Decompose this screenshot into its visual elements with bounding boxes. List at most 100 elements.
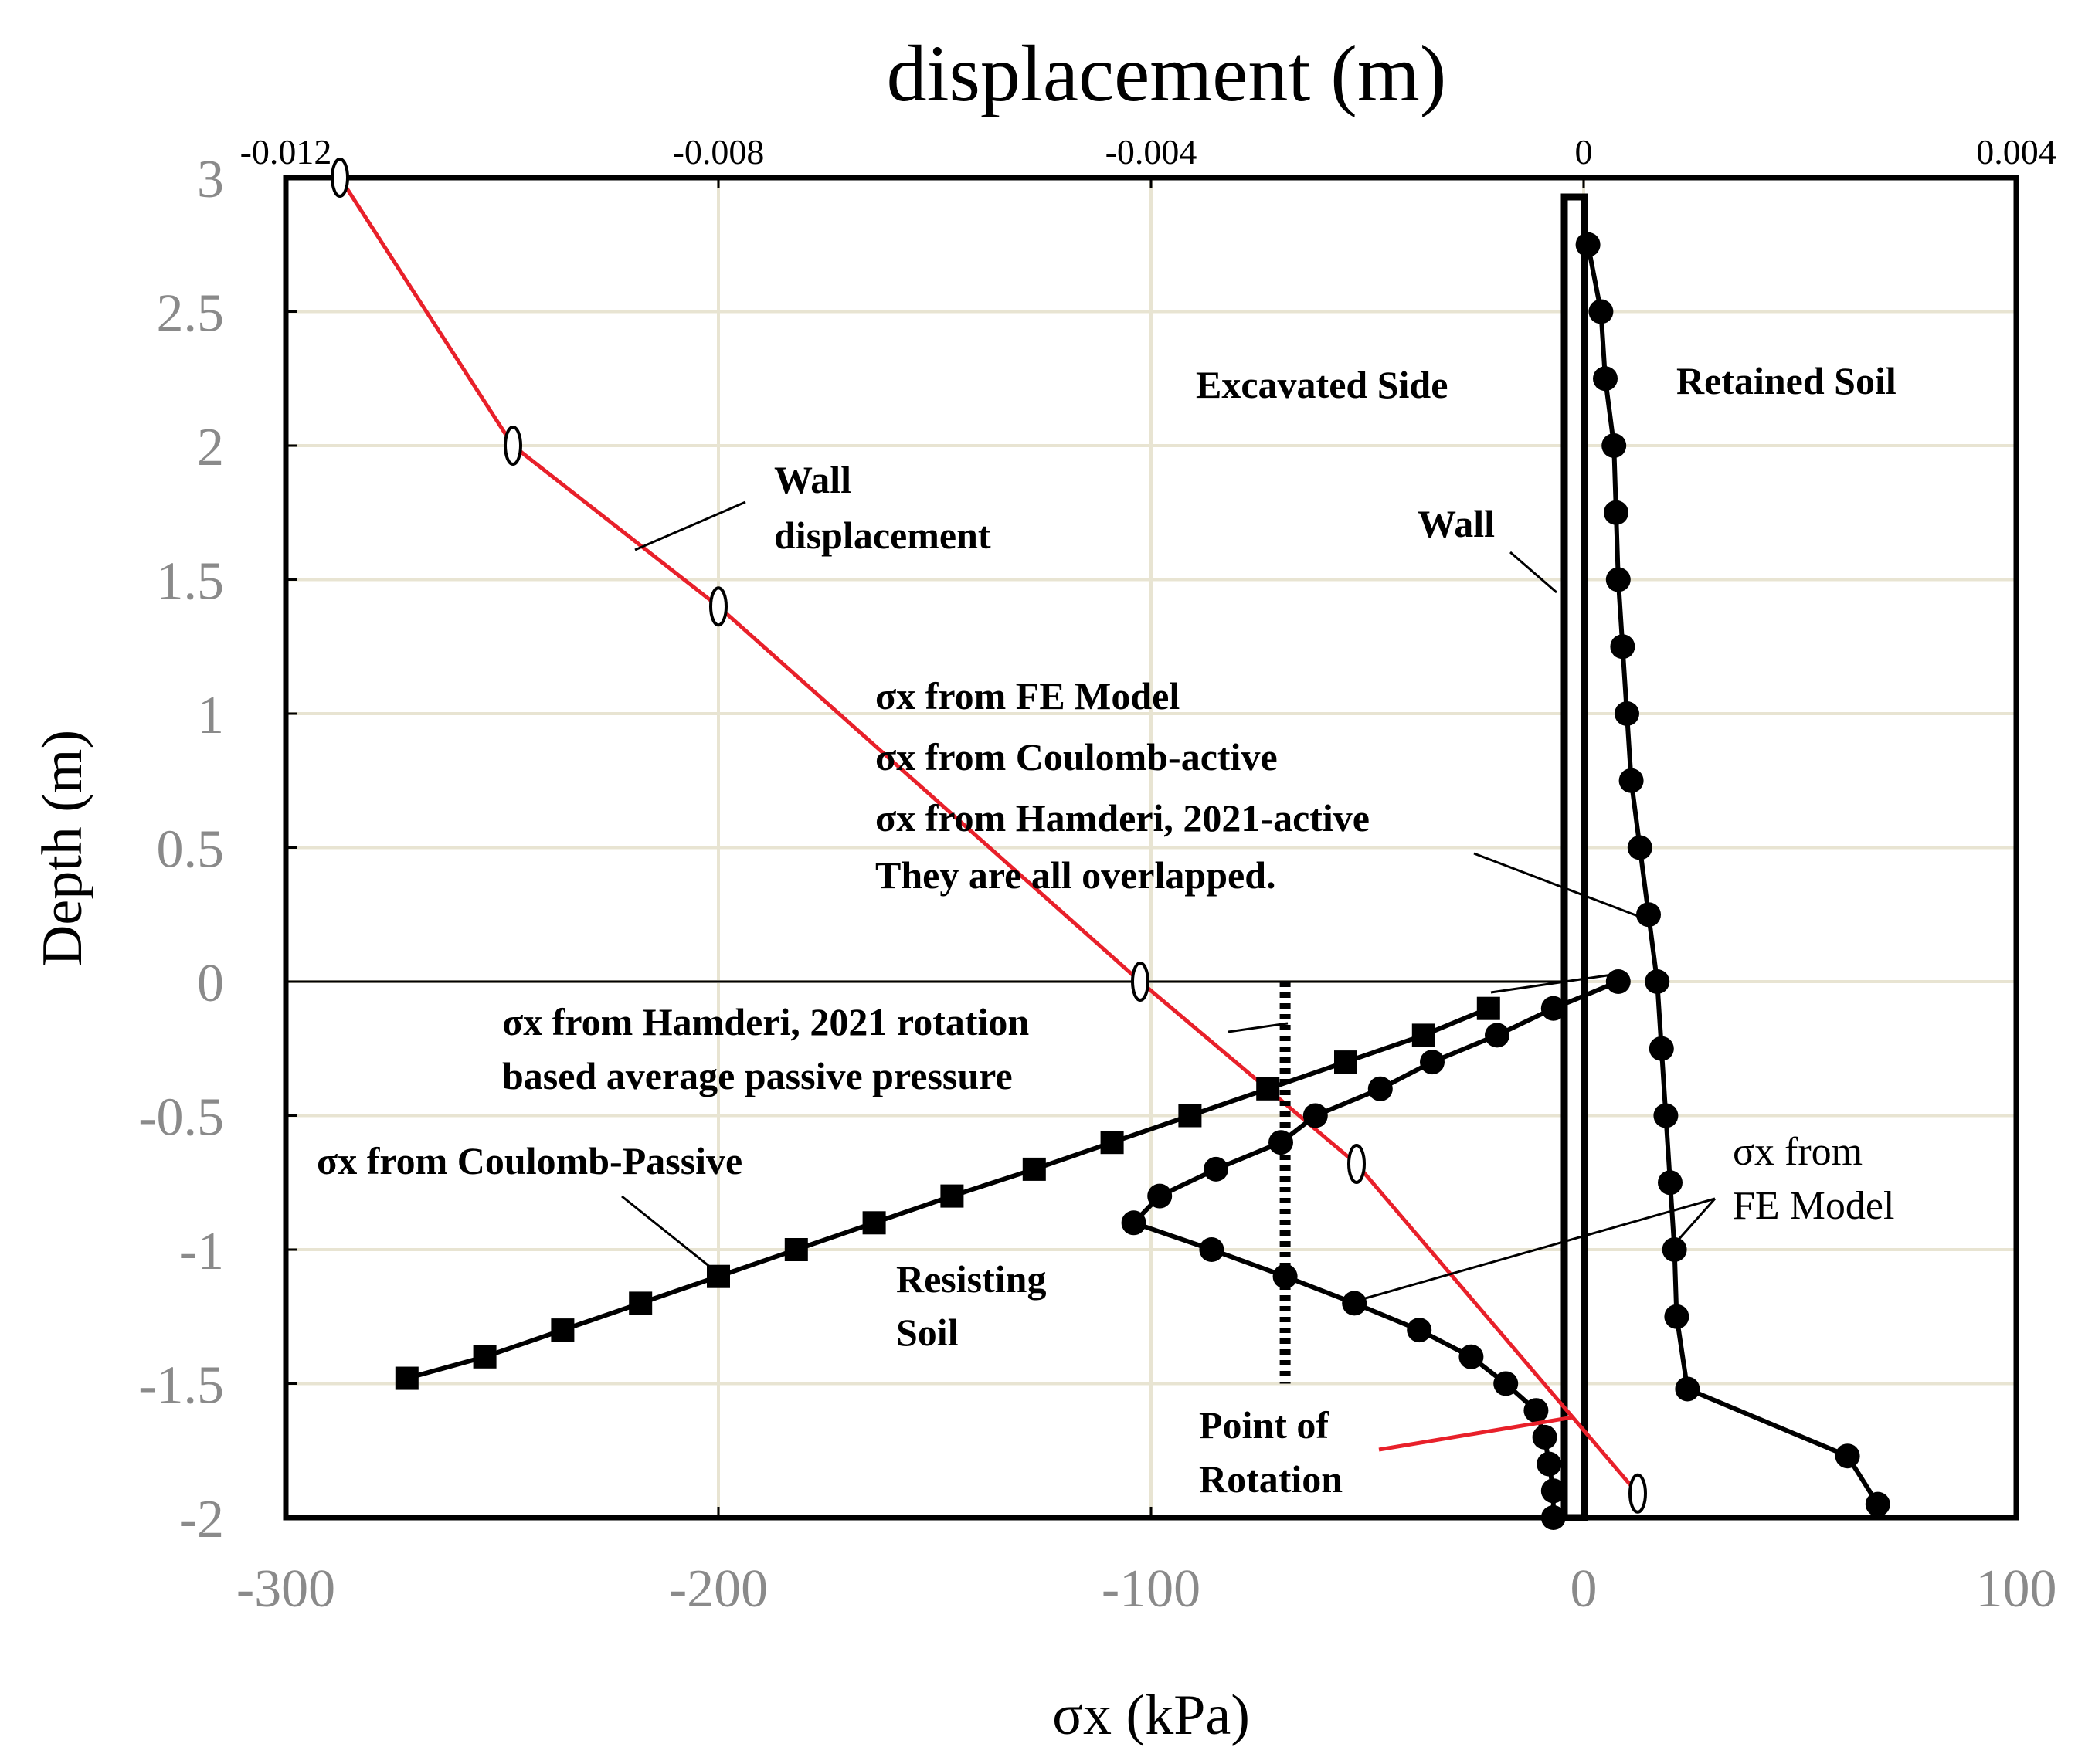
data-point-square (1411, 1023, 1435, 1047)
series-0 (331, 158, 1647, 1514)
data-point-circle (1658, 1170, 1683, 1196)
y-tick-label: 1 (197, 686, 224, 745)
label-point-of-rotation-1: Point of (1199, 1403, 1329, 1447)
leader-fe-overlapped (1473, 852, 1638, 918)
data-point-circle (1367, 1076, 1393, 1101)
data-point-square (1256, 1077, 1280, 1101)
label-hamderi-rotation-1: σx from Hamderi, 2021 rotation (502, 1000, 1029, 1043)
x2-tick-label: -0.004 (1105, 132, 1197, 171)
data-point-circle (1618, 768, 1644, 793)
y-tick-label: 0.5 (157, 820, 225, 880)
label-resisting-2: Soil (896, 1311, 959, 1354)
leader-coulomb-passive (621, 1195, 715, 1272)
y-tick-label: 1.5 (157, 552, 225, 612)
data-point-circle (1645, 969, 1670, 994)
label-hamderi-active: σx from Hamderi, 2021-active (875, 796, 1370, 840)
data-point-square (473, 1345, 497, 1369)
leader-fe-right-2 (1669, 1198, 1717, 1249)
label-retained-soil: Retained Soil (1676, 359, 1897, 402)
y-axis-title: Depth (m) (31, 730, 94, 966)
data-point-circle (1523, 1398, 1549, 1423)
leader-point-of-rotation (1378, 1415, 1574, 1452)
x-tick-label: -100 (1102, 1559, 1200, 1619)
data-point-circle (1121, 1210, 1146, 1236)
data-point-circle (1627, 835, 1652, 860)
series-2 (1121, 969, 1631, 1530)
data-point-square (862, 1211, 886, 1235)
y-tick-label: 3 (197, 150, 224, 209)
data-point-circle (1653, 1103, 1679, 1128)
leader-hamderi-rotation (1228, 1022, 1289, 1033)
data-point-circle (1407, 1318, 1432, 1343)
ticks-layer: -300 -200 -100 0 100 -0.012 -0.008 -0.004 0 0.004… (138, 132, 2056, 1619)
leader-fe-resisting (1490, 972, 1618, 994)
data-point-square (1022, 1157, 1046, 1181)
data-point-circle (1532, 1424, 1557, 1450)
data-point-square (1100, 1131, 1124, 1155)
data-point-square (1178, 1104, 1202, 1128)
data-point-circle (1493, 1371, 1519, 1396)
leader-wall (1509, 551, 1557, 594)
label-excavated-side: Excavated Side (1196, 363, 1448, 406)
label-all-overlapped: They are all overlapped. (875, 853, 1276, 897)
label-fe-model: σx from FE Model (875, 674, 1180, 717)
y-tick-label: 2.5 (157, 284, 225, 344)
leader-lines (621, 500, 1717, 1302)
label-coulomb-passive: σx from Coulomb-Passive (317, 1139, 742, 1182)
series-1 (1575, 232, 1890, 1517)
y-tick-label: -1 (179, 1222, 224, 1281)
data-point-oval (1628, 1473, 1647, 1514)
data-point-circle (1604, 500, 1628, 525)
data-point-circle (1675, 1376, 1700, 1402)
x-tick-label: 100 (1976, 1559, 2057, 1619)
data-point-oval (331, 158, 349, 198)
y-tick-label: -1.5 (138, 1356, 224, 1416)
label-wall: Wall (1418, 502, 1495, 545)
data-point-circle (1199, 1237, 1224, 1262)
data-point-circle (1540, 1478, 1566, 1504)
data-point-circle (1588, 299, 1614, 324)
data-point-circle (1302, 1103, 1328, 1128)
x2-tick-label: 0 (1575, 132, 1593, 171)
y-tick-label: 0 (197, 954, 224, 1013)
leader-wall-displacement (634, 500, 746, 551)
label-wall-displacement-1: Wall (774, 458, 851, 501)
data-point-oval (504, 426, 522, 466)
data-point-circle (1147, 1183, 1173, 1209)
data-point-square (551, 1318, 575, 1342)
data-point-circle (1575, 232, 1601, 257)
data-point-square (940, 1184, 964, 1208)
x2-tick-label: 0.004 (1976, 132, 2056, 171)
y-tick-label: -0.5 (138, 1088, 224, 1148)
data-point-circle (1204, 1156, 1228, 1182)
data-point-circle (1458, 1344, 1484, 1369)
x-axis-title: σx (kPa) (1052, 1684, 1250, 1747)
label-fe-model-right-2: FE Model (1733, 1184, 1894, 1228)
data-point-square (629, 1291, 653, 1315)
label-hamderi-rotation-2: based average passive pressure (502, 1054, 1013, 1097)
data-point-oval (1347, 1143, 1366, 1184)
data-point-circle (1593, 366, 1618, 392)
data-point-circle (1615, 701, 1639, 726)
data-point-circle (1537, 1451, 1562, 1477)
data-point-circle (1420, 1050, 1445, 1075)
y-tick-label: -2 (179, 1490, 224, 1549)
y-tick-label: 2 (197, 418, 224, 477)
data-point-oval (1131, 962, 1149, 1002)
label-resisting-1: Resisting (896, 1257, 1046, 1301)
data-point-square (395, 1366, 419, 1390)
data-point-circle (1649, 1036, 1674, 1061)
chart-title: displacement (m) (887, 29, 1447, 118)
x2-tick-label: -0.008 (673, 132, 765, 171)
data-point-circle (1605, 969, 1631, 994)
data-point-circle (1636, 902, 1661, 928)
label-coulomb-active: σx from Coulomb-active (875, 735, 1278, 779)
x-tick-label: -200 (669, 1559, 768, 1619)
data-point-oval (709, 586, 728, 627)
data-point-square (784, 1238, 808, 1261)
data-point-circle (1485, 1023, 1509, 1048)
series-layer (331, 158, 1890, 1530)
data-point-circle (1662, 1237, 1687, 1262)
x-tick-label: 0 (1571, 1559, 1598, 1619)
